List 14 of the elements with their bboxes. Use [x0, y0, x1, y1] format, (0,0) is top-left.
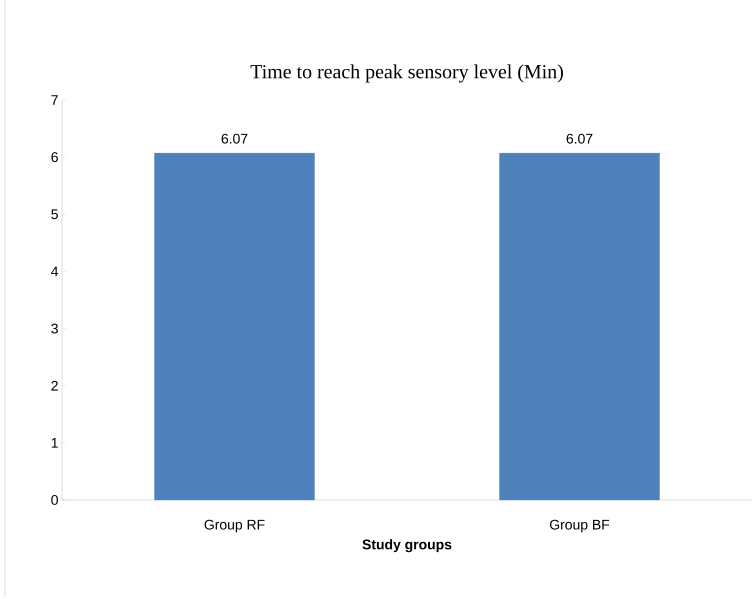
x-tick-label: Group RF	[204, 520, 265, 532]
chart-title: Time to reach peak sensory level (Min)	[250, 64, 563, 83]
y-tick-label: 1	[52, 438, 58, 448]
x-axis-title: Study groups	[362, 539, 452, 552]
y-tick-label: 5	[51, 209, 58, 220]
data-label: 6.07	[566, 134, 592, 144]
y-tick-label: 6	[51, 152, 58, 162]
y-tick-label: 0	[51, 495, 58, 505]
y-tick-label: 7	[51, 95, 58, 105]
y-tick-label: 3	[51, 324, 58, 334]
y-tick-label: 2	[51, 380, 58, 391]
x-tick-label: Group BF	[550, 520, 610, 532]
data-label: 6.07	[222, 134, 248, 144]
y-tick-label: 4	[51, 266, 58, 276]
